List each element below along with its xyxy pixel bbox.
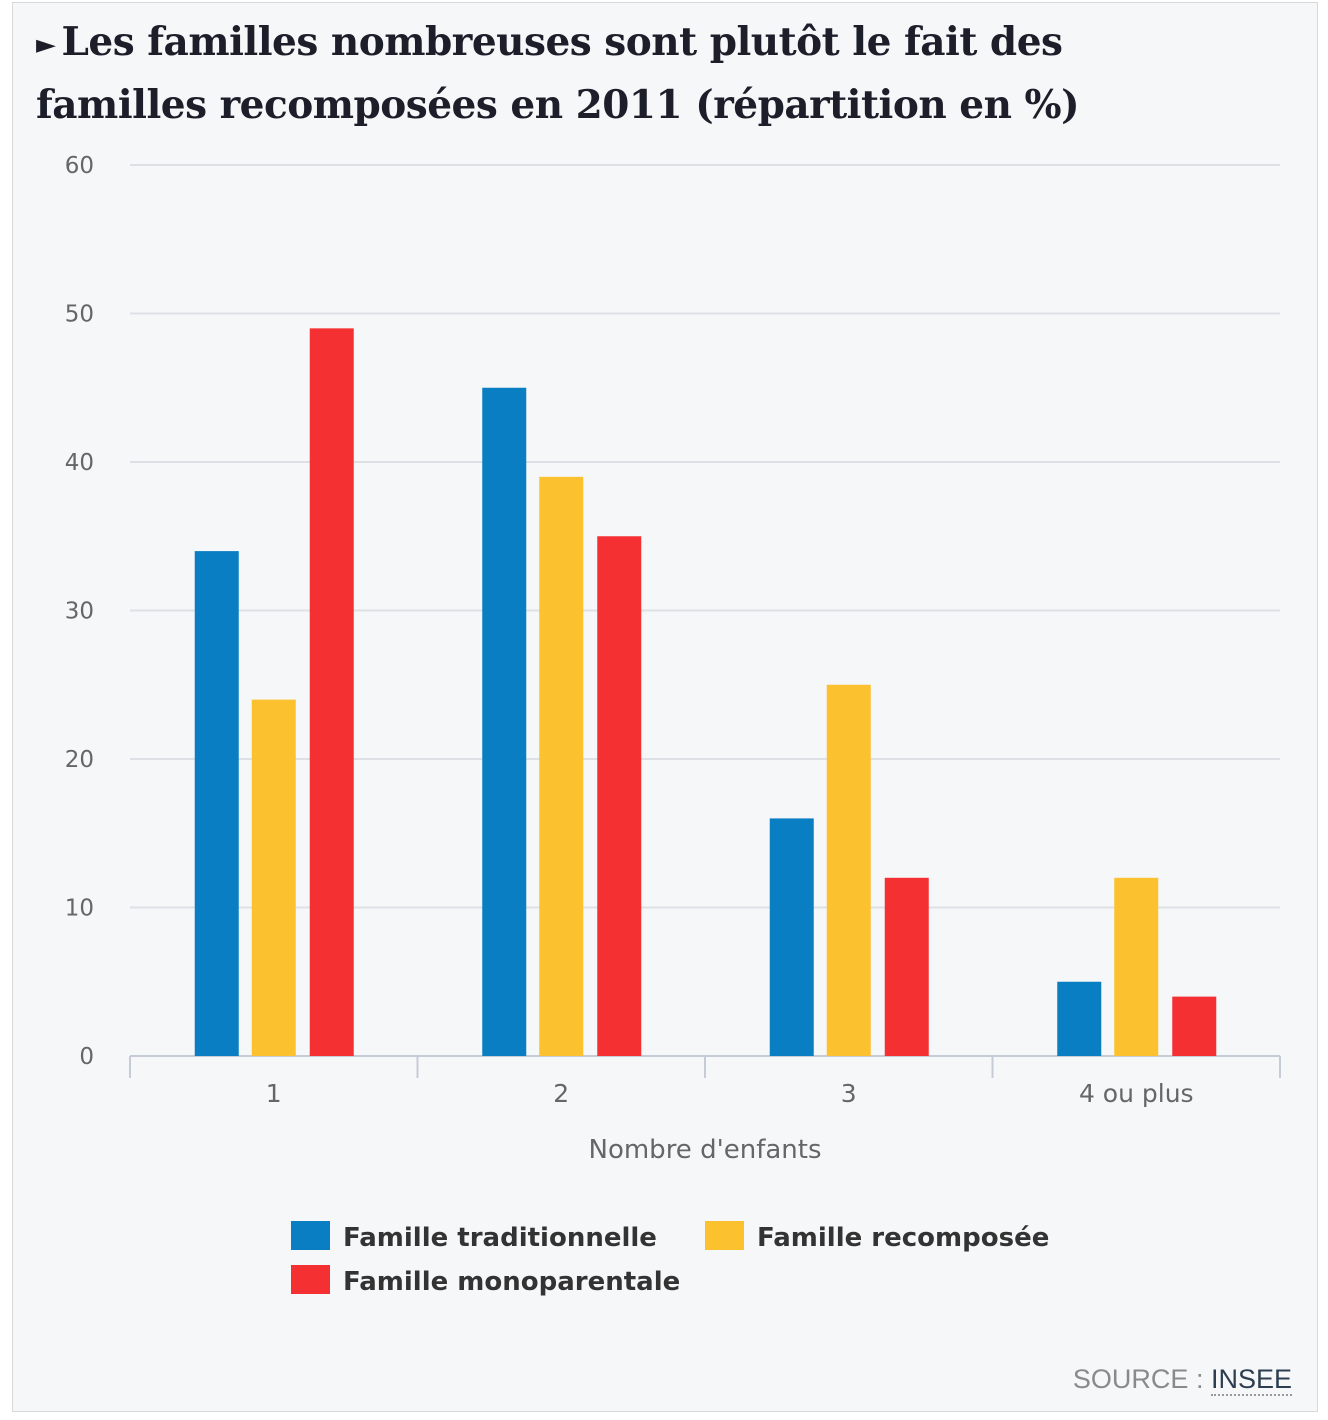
x-tick-label: 1: [266, 1079, 282, 1108]
y-tick-label: 0: [79, 1044, 94, 1070]
bar-1-0: [251, 699, 296, 1056]
y-tick-label: 60: [65, 153, 94, 179]
source-note: SOURCE : INSEE: [1072, 1364, 1292, 1396]
x-tick-label: 4 ou plus: [1079, 1079, 1194, 1108]
x-axis-title: Nombre d'enfants: [589, 1135, 822, 1165]
bar-0-2: [769, 818, 814, 1056]
triangle-right-icon: ►: [36, 30, 56, 60]
x-tick-label: 2: [553, 1079, 569, 1108]
legend-swatch: [705, 1221, 744, 1250]
bar-0-0: [194, 551, 239, 1056]
x-tick-label: 3: [841, 1079, 857, 1108]
bar-2-1: [597, 536, 642, 1056]
bar-2-2: [884, 877, 929, 1056]
legend-swatch: [291, 1221, 330, 1250]
bar-1-3: [1114, 877, 1159, 1056]
legend-label: Famille traditionnelle: [343, 1223, 657, 1253]
chart-title-text: Les familles nombreuses sont plutôt le f…: [36, 19, 1080, 128]
y-tick-label: 30: [65, 599, 94, 625]
y-tick-label: 10: [65, 896, 94, 922]
bar-0-1: [482, 387, 527, 1056]
source-label: SOURCE :: [1072, 1364, 1204, 1394]
bar-1-1: [539, 476, 584, 1057]
legend-label: Famille recomposée: [757, 1223, 1049, 1253]
legend-label: Famille monoparentale: [343, 1267, 680, 1297]
y-tick-label: 50: [65, 302, 94, 328]
bar-2-0: [309, 328, 354, 1057]
legend-swatch: [291, 1265, 330, 1294]
bar-2-3: [1172, 996, 1217, 1056]
y-tick-label: 20: [65, 747, 94, 773]
bar-0-3: [1057, 981, 1102, 1056]
source-link[interactable]: INSEE: [1210, 1364, 1292, 1396]
chart-title: ► Les familles nombreuses sont plutôt le …: [36, 12, 1236, 135]
bar-1-2: [826, 684, 871, 1056]
y-tick-label: 40: [65, 450, 94, 476]
